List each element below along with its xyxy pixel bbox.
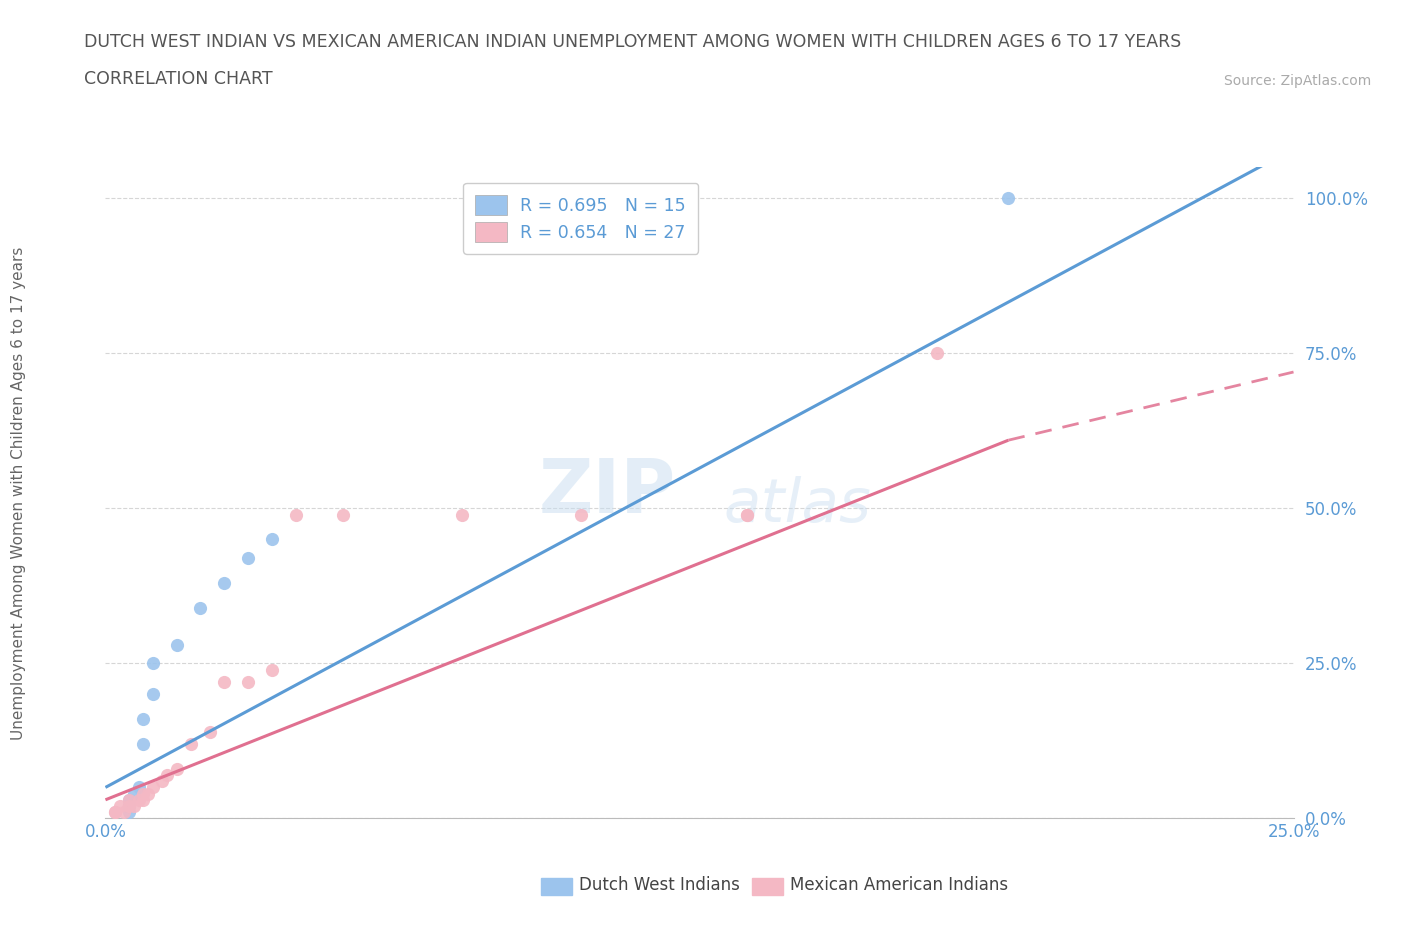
Point: [284, 507, 307, 522]
Point: [735, 507, 758, 522]
Point: [114, 804, 136, 819]
Point: [132, 792, 155, 807]
Text: ZIP: ZIP: [538, 457, 676, 529]
Point: [214, 674, 236, 689]
Point: [122, 799, 145, 814]
Point: [118, 799, 141, 814]
Point: [735, 507, 758, 522]
Text: Unemployment Among Women with Children Ages 6 to 17 years: Unemployment Among Women with Children A…: [11, 246, 25, 739]
Point: [108, 799, 131, 814]
Point: [142, 687, 165, 702]
Text: DUTCH WEST INDIAN VS MEXICAN AMERICAN INDIAN UNEMPLOYMENT AMONG WOMEN WITH CHILD: DUTCH WEST INDIAN VS MEXICAN AMERICAN IN…: [84, 33, 1181, 51]
Point: [132, 711, 155, 726]
Point: [260, 662, 283, 677]
Point: [166, 637, 188, 652]
Point: [128, 792, 150, 807]
Text: Dutch West Indians: Dutch West Indians: [579, 876, 740, 895]
Point: [156, 767, 179, 782]
Point: [118, 799, 141, 814]
Text: Source: ZipAtlas.com: Source: ZipAtlas.com: [1223, 74, 1371, 88]
Point: [118, 792, 141, 807]
Point: [214, 576, 236, 591]
Point: [132, 786, 155, 801]
Point: [104, 804, 127, 819]
Point: [142, 656, 165, 671]
Point: [118, 804, 141, 819]
Text: CORRELATION CHART: CORRELATION CHART: [84, 71, 273, 88]
Point: [190, 600, 212, 615]
Point: [132, 737, 155, 751]
Point: [136, 786, 159, 801]
Point: [450, 507, 472, 522]
Point: [166, 762, 188, 777]
Point: [122, 786, 145, 801]
Point: [142, 780, 165, 795]
Point: [260, 532, 283, 547]
Point: [236, 551, 259, 565]
Point: [198, 724, 221, 739]
Point: [128, 780, 150, 795]
Point: [332, 507, 354, 522]
Point: [569, 507, 592, 522]
Text: atlas: atlas: [723, 476, 872, 536]
Point: [925, 346, 948, 361]
Point: [152, 774, 174, 789]
Text: Mexican American Indians: Mexican American Indians: [790, 876, 1008, 895]
Point: [180, 737, 202, 751]
Legend: R = 0.695 N = 15, R = 0.654 N = 27: R = 0.695 N = 15, R = 0.654 N = 27: [463, 182, 699, 254]
Point: [236, 674, 259, 689]
Point: [118, 792, 141, 807]
Point: [997, 191, 1019, 206]
Point: [104, 804, 127, 819]
